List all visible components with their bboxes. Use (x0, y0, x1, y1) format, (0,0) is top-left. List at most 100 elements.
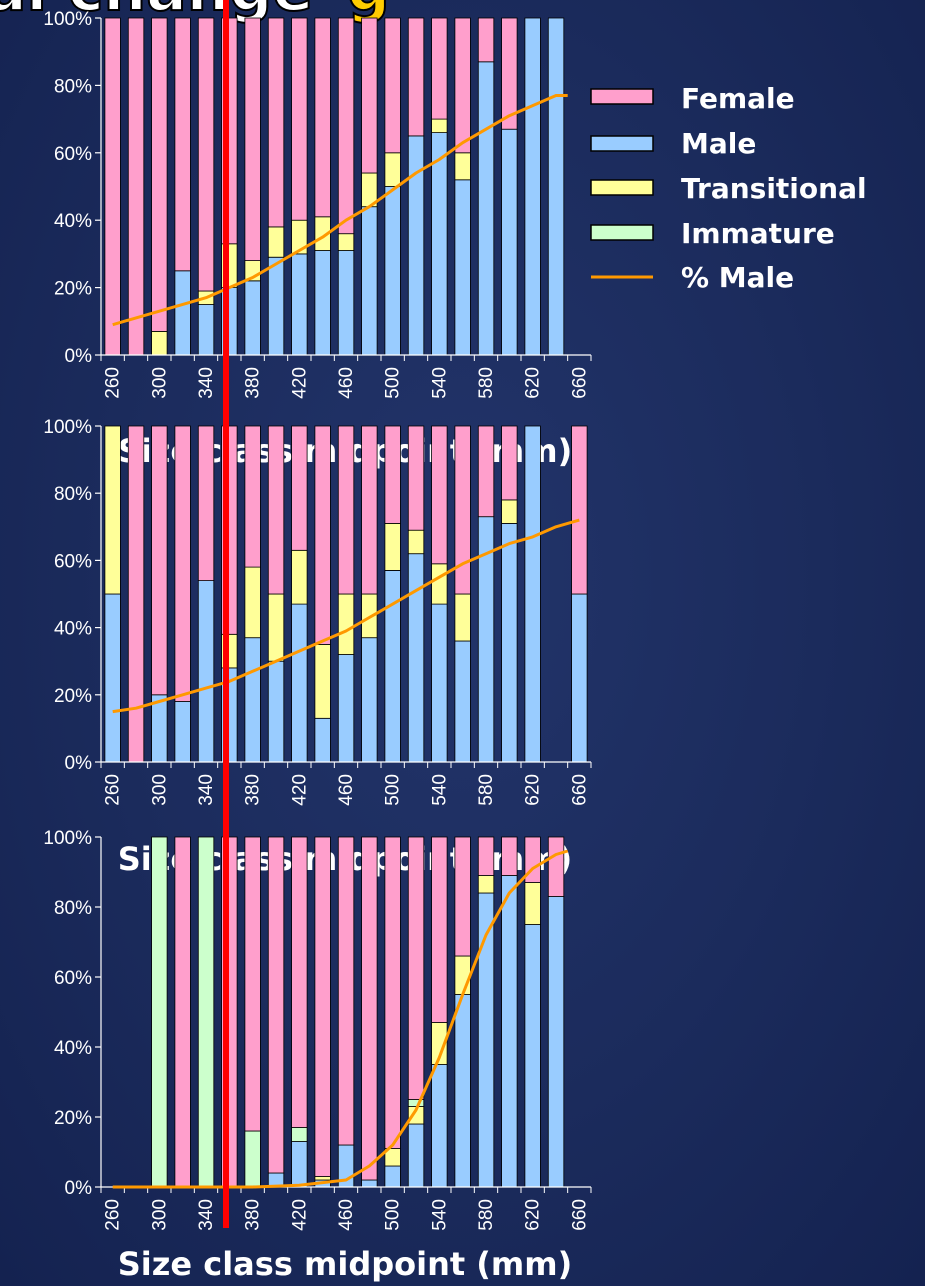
x-tick-label: 460 (336, 774, 357, 806)
bar-segment-female (361, 836, 378, 1181)
bar-segment-transitional (314, 644, 331, 719)
bar-segment-immature (197, 836, 215, 1188)
legend-label-pct-male: % Male (681, 261, 794, 294)
bar-segment-male (407, 553, 425, 763)
chart-panel-3: 0% 20% 40% 60% 80% 100% 260 300 340 380 420 460 500 5… (43, 828, 592, 1283)
y-tick-label: 40% (54, 211, 92, 232)
y-tick-label: 0% (65, 346, 93, 367)
bar-segment-immature (244, 1130, 261, 1188)
bar-segment-male (454, 179, 471, 356)
y-tick-label: 60% (54, 968, 92, 989)
bar-segment-transitional (151, 330, 168, 356)
bar-segment-female (477, 17, 495, 63)
x-tick-label: 540 (429, 774, 450, 806)
bar-segment-transitional (384, 523, 401, 571)
bar-segment-male (384, 186, 401, 356)
bar-segment-female (454, 17, 471, 154)
bar-segment-female (431, 836, 448, 1023)
bar-segment-female (337, 836, 355, 1146)
bar-segment-female (151, 425, 168, 696)
bar-segment-male (337, 250, 355, 356)
bar-segment-transitional (431, 563, 448, 605)
y-tick-label: 40% (54, 1038, 92, 1059)
bar-segment-transitional (314, 1176, 331, 1181)
bar-segment-female (174, 425, 191, 702)
x-tick-label: 300 (149, 1199, 170, 1231)
bar-segment-male (524, 425, 541, 763)
x-tick-label: 660 (569, 774, 590, 806)
bar-segment-male (431, 1064, 448, 1188)
y-tick-label: 0% (65, 753, 93, 774)
x-tick-label: 260 (103, 774, 124, 806)
y-tick-label: 20% (54, 279, 92, 300)
bar-segment-male (407, 1123, 425, 1188)
slide-title-fragment: al change (0, 0, 313, 25)
bar-segment-female (314, 425, 331, 645)
bar-segment-male (291, 1141, 308, 1188)
bar-segment-transitional (407, 529, 425, 555)
y-tick-label: 100% (43, 828, 92, 849)
legend-label-female: Female (681, 82, 795, 115)
bar-segment-female (407, 425, 425, 531)
bar-segment-male (267, 256, 285, 356)
bar-segment-male (501, 875, 518, 1188)
bar-segment-male (104, 593, 121, 763)
x-tick-label: 380 (243, 367, 264, 399)
bar-segment-male (267, 660, 285, 763)
bar-segment-male (244, 637, 261, 763)
bar-segment-transitional (501, 499, 518, 524)
bar-segment-female (267, 17, 285, 228)
bar-segment-transitional (267, 226, 285, 258)
pct-male-line (112, 94, 568, 327)
x-tick-label: 420 (289, 367, 310, 399)
x-tick-label: 580 (476, 1199, 497, 1231)
bar-segment-transitional (454, 593, 471, 642)
bar-segment-female (501, 425, 518, 501)
bar-segment-female (547, 836, 565, 897)
bar-segment-transitional (291, 549, 308, 605)
x-tick-label: 620 (523, 367, 544, 399)
x-tick-label: 580 (476, 367, 497, 399)
y-tick-label: 0% (65, 1178, 93, 1199)
bar-segment-immature (291, 1127, 308, 1142)
x-tick-label: 260 (103, 1199, 124, 1231)
chart-panel-2: 0% 20% 40% 60% 80% 100% 260 300 340 380 420 460 500 5… (43, 417, 592, 878)
legend-swatch-immature (590, 224, 654, 241)
bar-segment-female (314, 17, 331, 218)
bar-segment-female (431, 425, 448, 565)
bar-segment-female (291, 425, 308, 551)
bar-segment-female (197, 17, 215, 292)
bar-segment-female (477, 836, 495, 876)
bar-segment-male (197, 303, 215, 356)
y-tick-label: 40% (54, 619, 92, 640)
bar-segment-male (197, 580, 215, 763)
legend-swatch-transitional (590, 179, 654, 196)
bar-segment-transitional (431, 118, 448, 133)
x-tick-label: 340 (196, 367, 217, 399)
x-tick-label: 420 (289, 774, 310, 806)
y-tick-label: 100% (43, 9, 92, 30)
bar-segment-male (361, 206, 378, 356)
bar-segment-female (174, 836, 191, 1188)
bar-segment-female (361, 425, 378, 595)
bar-segment-male (244, 280, 261, 356)
bar-segment-transitional (384, 152, 401, 187)
x-tick-label: 300 (149, 367, 170, 399)
bar-segment-transitional (524, 882, 541, 925)
bar-segment-male (314, 717, 331, 763)
bar-segment-male (174, 701, 191, 763)
legend-label-male: Male (681, 127, 756, 160)
bar-segment-transitional (337, 593, 355, 655)
y-tick-label: 20% (54, 1108, 92, 1129)
x-tick-label: 500 (383, 367, 404, 399)
x-tick-label: 460 (336, 367, 357, 399)
bar-segment-female (361, 17, 378, 174)
bar-segment-transitional (104, 425, 121, 595)
bar-segment-female (571, 425, 588, 595)
bar-segment-female (454, 425, 471, 595)
pct-male-line (112, 849, 569, 1189)
legend-swatch-male (590, 135, 654, 152)
x-tick-label: 500 (383, 1199, 404, 1231)
x-tick-label: 580 (476, 774, 497, 806)
bar-segment-male (454, 640, 471, 763)
